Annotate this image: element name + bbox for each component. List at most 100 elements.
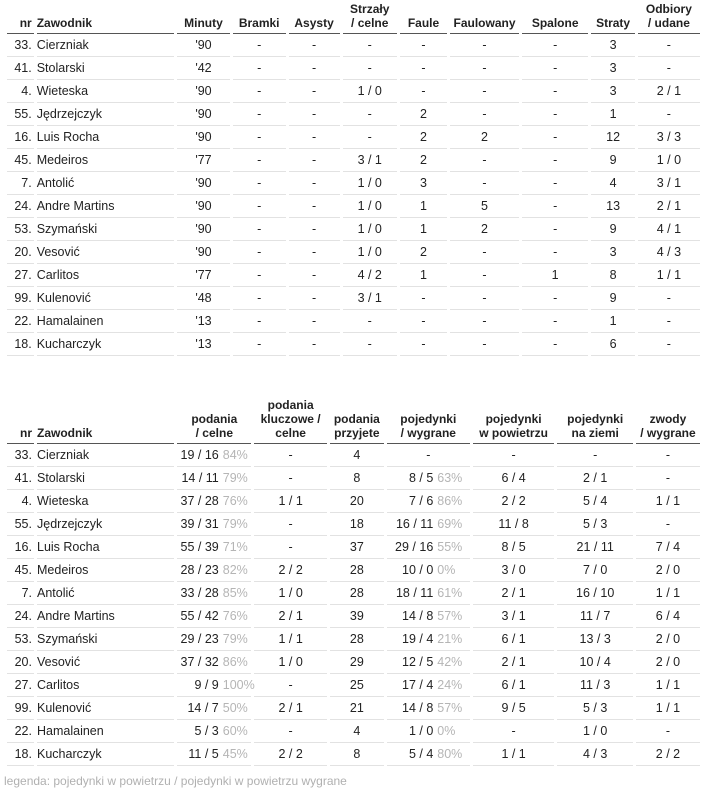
stat-cell: 4 [329, 720, 384, 743]
stat-cell: - [521, 57, 589, 80]
stat-cell: - [521, 126, 589, 149]
player-name: Vesović [36, 241, 175, 264]
header-line: w powietrzu [479, 426, 548, 440]
player-number: 27. [7, 674, 34, 697]
player-row: 41. Stolarski '42- - - - - -3- [7, 57, 700, 80]
stat-cell: 5 / 4 [557, 490, 633, 513]
player-name: Stolarski [36, 57, 175, 80]
stat-value: 14 / 8 [402, 701, 434, 715]
stat-cell: 1 / 1 [637, 264, 700, 287]
stat-cell: 1 / 0 [342, 195, 397, 218]
stat-cell: 16 / 10 [557, 582, 633, 605]
stat-cell: 12 [591, 126, 635, 149]
player-number: 18. [7, 743, 34, 766]
stat-cell: 1 / 1 [635, 582, 700, 605]
stat-cell: 9 / 5 [472, 697, 555, 720]
stat-cell: - [342, 34, 397, 57]
stat-cell: 6 [591, 333, 635, 356]
stat-cell: - [232, 287, 286, 310]
player-row: 24. Andre Martins '90- -1 / 0 1 5-13 2 / 1 [7, 195, 700, 218]
stat-value: 5 / 3 [194, 724, 219, 738]
player-number: 24. [7, 195, 34, 218]
stat-percent: 42% [437, 655, 463, 669]
stat-cell: 29 / 16 55% [386, 536, 470, 559]
stat-cell: 3 / 1 [342, 287, 397, 310]
stat-cell: 37 [329, 536, 384, 559]
stat-cell: - [399, 333, 448, 356]
column-header: Odbiory / udane [637, 0, 700, 34]
stat-cell: - [450, 264, 519, 287]
player-number: 7. [7, 582, 34, 605]
stat-cell: 7 / 6 86% [386, 490, 470, 513]
player-name: Kulenović [37, 697, 175, 720]
stat-cell: 2 [450, 218, 519, 241]
stat-value: 11 / 5 [188, 747, 219, 761]
player-name: Hamalainen [37, 720, 175, 743]
player-number: 20. [7, 241, 34, 264]
stat-percent: 76% [222, 609, 248, 623]
stat-cell: 1 / 0 0% [386, 720, 470, 743]
stat-cell: 2 [399, 149, 448, 172]
table-head: nr Zawodnik podania / celne podania kluczowe … [7, 398, 700, 444]
stat-cell: 9 [591, 287, 635, 310]
player-name: Luis Rocha [37, 536, 175, 559]
stat-cell: - [232, 310, 286, 333]
stat-cell: - [232, 241, 286, 264]
stat-cell: - [232, 195, 286, 218]
stat-cell: 3 / 1 [637, 172, 700, 195]
player-number: 53. [7, 628, 34, 651]
header-line: nr [20, 426, 32, 440]
stat-cell: - [521, 287, 589, 310]
player-name: Hamalainen [36, 310, 175, 333]
player-number: 55. [7, 103, 34, 126]
stat-cell: - [342, 57, 397, 80]
stat-cell: 4 [591, 172, 635, 195]
stat-cell: 19 / 16 84% [177, 444, 252, 467]
stat-cell: - [232, 34, 286, 57]
stat-cell: 1 / 0 [254, 651, 327, 674]
stat-cell: 3 [591, 80, 635, 103]
stat-cell: - [288, 333, 340, 356]
player-name: Medeiros [37, 559, 175, 582]
stat-cell: '77 [177, 264, 230, 287]
player-number: 4. [7, 80, 34, 103]
stat-value: 7 / 6 [408, 494, 434, 508]
stat-cell: 2 / 1 [254, 605, 327, 628]
player-number: 45. [7, 149, 34, 172]
stat-value: 9 / 9 [194, 678, 219, 692]
player-name: Wieteska [37, 490, 175, 513]
stat-cell: '90 [177, 103, 230, 126]
player-row: 20. Vesović 37 / 32 86% 1 / 0 29 12 / 5 42% 2 / … [7, 651, 700, 674]
stat-cell: 8 [591, 264, 635, 287]
stat-cell: 2 / 2 [254, 559, 327, 582]
stat-cell: - [232, 172, 286, 195]
stat-cell: 2 / 1 [637, 195, 700, 218]
table-head: nr Zawodnik Minuty Bramki Asysty Strzały / cel… [7, 0, 700, 34]
stat-cell: - [232, 264, 286, 287]
stat-cell: - [472, 444, 555, 467]
player-number: 22. [7, 720, 34, 743]
stat-value: 14 / 11 [181, 471, 219, 485]
stat-cell: 3 / 0 [472, 559, 555, 582]
stat-percent: 45% [222, 747, 248, 761]
stat-cell: 11 / 3 [557, 674, 633, 697]
stat-cell: - [637, 287, 700, 310]
stat-cell: 33 / 28 85% [177, 582, 252, 605]
column-header: nr [7, 0, 34, 34]
passing-duels-table: nr Zawodnik podania / celne podania kluczowe … [4, 398, 703, 766]
stat-cell: 2 / 0 [635, 559, 700, 582]
column-header: pojedynki na ziemi [557, 398, 633, 444]
header-line: / celne [351, 16, 389, 30]
column-header: Zawodnik [37, 398, 175, 444]
stat-cell: - [521, 149, 589, 172]
stat-cell: - [288, 287, 340, 310]
stat-cell: - [254, 720, 327, 743]
player-row: 45. Medeiros 28 / 23 82% 2 / 2 28 10 / 0 0% 3 / … [7, 559, 700, 582]
header-line: celne [275, 426, 306, 440]
player-row: 16. Luis Rocha 55 / 39 71% -37 29 / 16 55% 8 / … [7, 536, 700, 559]
stat-cell: - [386, 444, 470, 467]
column-header: podania / celne [177, 398, 252, 444]
player-number: 22. [7, 310, 34, 333]
